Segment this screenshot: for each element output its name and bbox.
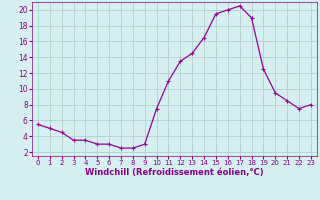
X-axis label: Windchill (Refroidissement éolien,°C): Windchill (Refroidissement éolien,°C) [85, 168, 264, 177]
